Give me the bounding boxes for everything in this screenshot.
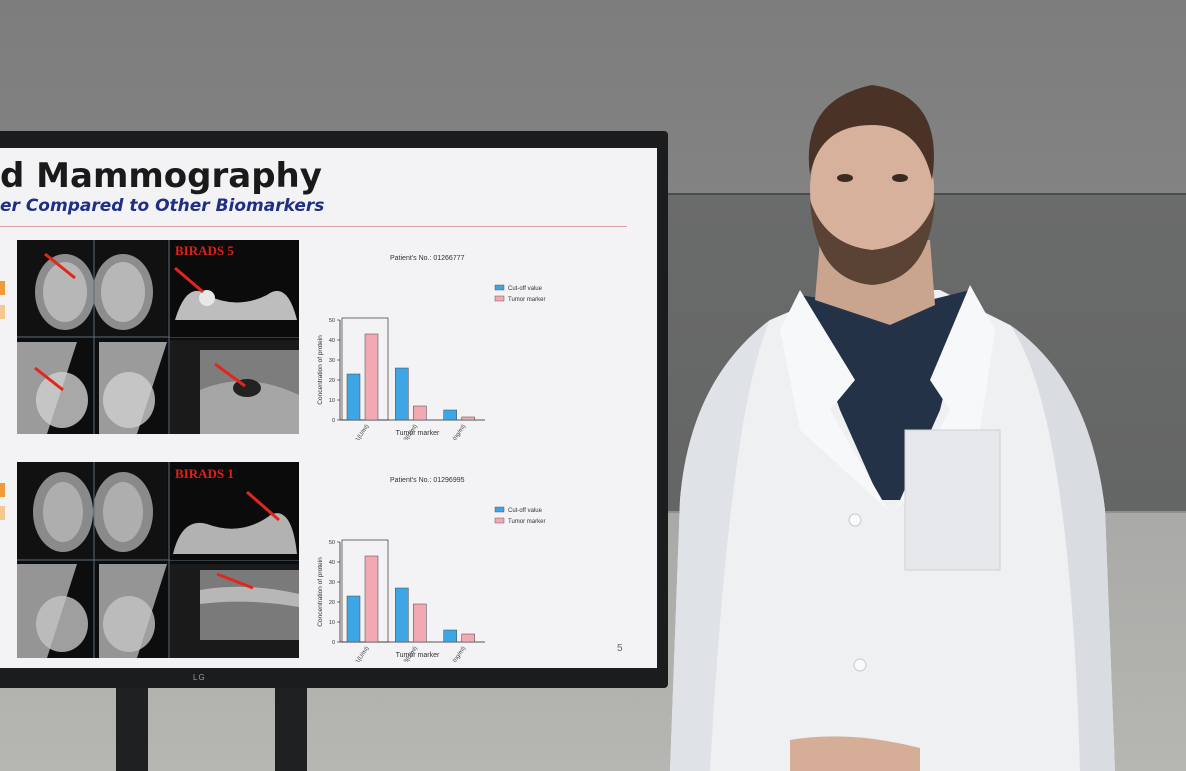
y-axis-label: Concentration of protein [317, 335, 324, 405]
legend-swatch [494, 517, 505, 524]
y-tick-label: 0 [332, 640, 335, 646]
slide-title: d Mammography [0, 156, 322, 196]
slide-bullet [0, 483, 5, 497]
y-tick-label: 20 [329, 600, 335, 606]
tv-brand-logo: LG [193, 673, 206, 682]
legend-swatch [494, 506, 505, 513]
legend-label: Cut-off value [508, 286, 543, 292]
y-tick-label: 40 [329, 560, 335, 566]
y-tick-label: 0 [332, 418, 335, 424]
tv-stand-right [275, 686, 307, 771]
slide-subtitle: er Compared to Other Biomarkers [0, 196, 325, 216]
tumor-marker-chart-1: Patient's No.: 01266777 0 10 20 30 40 50 Concen… [317, 255, 545, 440]
y-tick-label: 10 [329, 620, 335, 626]
x-tick-label: CEA(ng/ml) [445, 646, 467, 662]
x-tick-label: CEA(ng/ml) [445, 424, 467, 440]
slide-screen: d Mammography er Compared to Other Bioma… [0, 148, 657, 668]
slide-bullet [0, 305, 5, 319]
legend-swatch [494, 284, 505, 291]
bar-cut-off-value-1 [395, 367, 409, 421]
slide-page-number: 5 [617, 643, 623, 654]
y-tick-label: 50 [329, 318, 335, 324]
y-tick-label: 20 [329, 378, 335, 384]
x-tick-label: Trx1(U/ml) [350, 646, 371, 662]
tumor-marker-chart-2: Patient's No.: 01296995 0 10 20 30 40 50 Concen… [317, 477, 545, 662]
legend-label: Cut-off value [508, 508, 543, 514]
legend-swatch [494, 295, 505, 302]
chart-title: Patient's No.: 01266777 [390, 255, 465, 262]
legend-label: Tumor marker [508, 297, 545, 303]
bar-tumor-marker-2 [461, 416, 475, 421]
presenter-doctor [670, 85, 1115, 771]
y-tick-label: 40 [329, 338, 335, 344]
chart-title: Patient's No.: 01296995 [390, 477, 465, 484]
y-axis-label: Concentration of protein [317, 557, 324, 627]
x-axis-label: Tumor marker [396, 430, 440, 437]
bar-cut-off-value-2 [443, 629, 457, 643]
bar-cut-off-value-0 [346, 373, 361, 421]
x-tick-label: Trx1(U/ml) [350, 424, 371, 440]
bar-tumor-marker-1 [413, 405, 427, 421]
y-tick-label: 30 [329, 358, 335, 364]
slide-bullet [0, 281, 5, 295]
tv-stand-left [116, 686, 148, 771]
x-axis-label: Tumor marker [396, 652, 440, 659]
bar-tumor-marker-0 [364, 333, 379, 421]
bar-cut-off-value-1 [395, 587, 409, 643]
bar-tumor-marker-2 [461, 633, 475, 643]
bar-cut-off-value-2 [443, 409, 457, 421]
bar-cut-off-value-0 [346, 595, 361, 643]
birads-label-bottom: BIRADS 1 [175, 466, 234, 481]
y-tick-label: 30 [329, 580, 335, 586]
slide-divider [0, 226, 627, 227]
legend-label: Tumor marker [508, 519, 545, 525]
slide-bullet [0, 506, 5, 520]
bar-tumor-marker-1 [413, 603, 427, 643]
birads-label-top: BIRADS 5 [175, 243, 234, 258]
mammography-images-top [17, 240, 299, 434]
bar-tumor-marker-0 [364, 555, 379, 643]
mammography-images-bottom [17, 462, 299, 658]
y-tick-label: 10 [329, 398, 335, 404]
y-tick-label: 50 [329, 540, 335, 546]
